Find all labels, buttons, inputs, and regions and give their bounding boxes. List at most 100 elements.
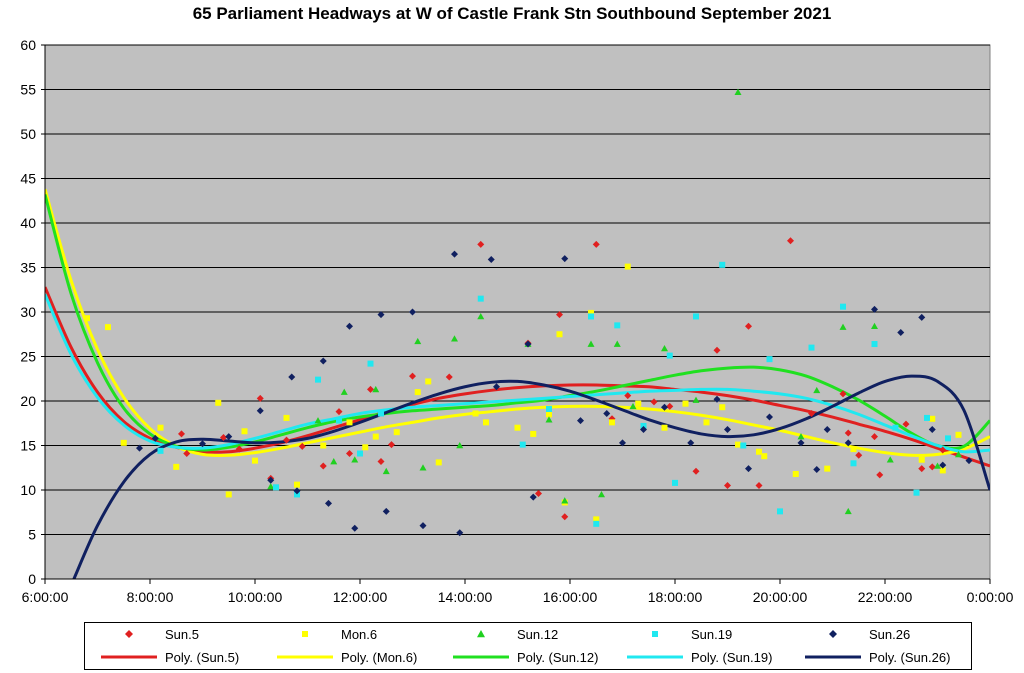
data-point	[850, 446, 857, 453]
data-point	[745, 322, 752, 330]
data-point	[215, 399, 222, 406]
data-point	[939, 467, 946, 474]
data-point	[414, 389, 421, 396]
data-point	[294, 481, 300, 488]
data-point	[592, 240, 600, 248]
data-point	[256, 407, 264, 415]
data-point	[735, 441, 741, 448]
legend-swatch	[805, 655, 861, 659]
data-point	[319, 357, 327, 365]
legend-item-Poly. (Sun.5): Poly. (Sun.5)	[99, 646, 239, 668]
data-point	[340, 388, 348, 395]
data-points	[84, 88, 973, 537]
data-point	[902, 420, 910, 428]
data-point	[382, 507, 390, 515]
data-point	[336, 417, 342, 424]
data-point	[524, 340, 532, 348]
legend-swatch	[453, 655, 509, 659]
data-point	[724, 482, 731, 490]
x-tick-label: 10:00:00	[228, 589, 283, 605]
data-point	[918, 313, 926, 321]
data-point	[813, 466, 821, 474]
data-point	[267, 476, 275, 484]
x-tick-label: 8:00:00	[127, 589, 174, 605]
chart-svg: 6:00:00 8:00:00 10:00:00 12:00:00 14:00:00 16…	[20, 37, 1014, 605]
data-point	[367, 360, 374, 367]
legend-swatch	[101, 655, 157, 659]
data-point	[844, 507, 852, 515]
data-point	[235, 445, 243, 453]
data-point	[283, 414, 290, 421]
data-point	[346, 450, 353, 458]
data-point	[692, 467, 700, 475]
data-point	[388, 441, 395, 449]
legend-label: Mon.6	[341, 626, 378, 642]
data-point	[619, 439, 626, 447]
data-point	[351, 456, 359, 463]
data-point	[808, 409, 815, 417]
data-point	[151, 434, 159, 442]
series-Mon.6	[84, 263, 962, 523]
y-tick-label: 10	[20, 482, 36, 498]
data-point	[451, 335, 458, 342]
data-point	[283, 436, 290, 444]
data-point	[273, 484, 279, 491]
trendlines	[45, 188, 990, 579]
x-tick-label: 6:00:00	[22, 589, 69, 605]
data-point	[556, 311, 563, 319]
data-point	[84, 315, 90, 322]
x-tick-label: 0:00:00	[967, 589, 1014, 605]
data-point	[871, 322, 878, 330]
data-point	[445, 373, 453, 381]
data-point	[346, 419, 353, 426]
data-point	[351, 524, 359, 532]
data-point	[687, 439, 695, 447]
data-point	[886, 456, 894, 463]
data-point	[252, 457, 258, 464]
data-point	[456, 442, 464, 449]
data-point	[766, 413, 773, 421]
data-point	[419, 522, 427, 530]
data-point	[414, 337, 422, 345]
data-point	[451, 250, 458, 258]
legend-marker	[477, 630, 485, 638]
data-point	[897, 328, 905, 336]
data-point	[792, 470, 799, 477]
data-point	[493, 383, 500, 391]
data-point	[545, 416, 553, 423]
x-tick-label: 22:00:00	[858, 589, 913, 605]
series-Sun.19	[157, 261, 951, 527]
data-point	[965, 457, 973, 465]
data-point	[777, 508, 783, 515]
data-point	[955, 450, 962, 458]
legend-item-Sun.12: Sun.12	[451, 623, 558, 645]
data-point	[719, 404, 726, 411]
data-point	[635, 400, 642, 407]
data-point	[477, 312, 485, 320]
data-point	[840, 303, 846, 310]
chart-title: 65 Parliament Headways at W of Castle Fr…	[192, 4, 832, 23]
data-point	[472, 410, 479, 417]
data-point	[740, 442, 747, 449]
data-point	[377, 311, 385, 319]
data-point	[756, 448, 762, 455]
x-tick-label: 14:00:00	[438, 589, 493, 605]
data-point	[319, 462, 327, 470]
data-point	[876, 471, 884, 479]
y-tick-label: 35	[20, 260, 36, 276]
data-point	[157, 424, 164, 431]
data-point	[939, 461, 947, 469]
data-point	[409, 372, 416, 380]
data-point	[797, 433, 805, 440]
data-point	[913, 489, 920, 496]
data-point	[178, 430, 185, 438]
data-point	[519, 441, 526, 448]
data-point	[713, 395, 721, 403]
data-point	[928, 463, 936, 471]
legend-swatch	[829, 630, 837, 638]
data-point	[918, 456, 925, 463]
data-point	[624, 263, 631, 270]
data-point	[955, 431, 962, 438]
y-tick-label: 20	[20, 393, 36, 409]
data-point	[425, 378, 432, 385]
